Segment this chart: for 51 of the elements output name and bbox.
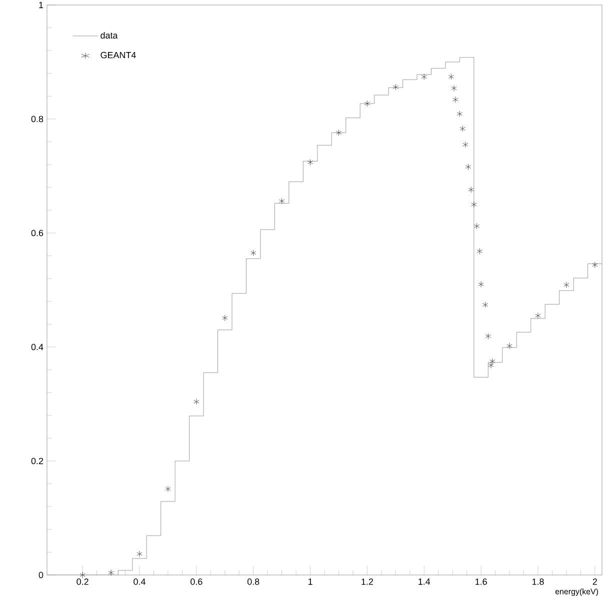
point bbox=[108, 570, 114, 576]
x-tick-label: 2 bbox=[592, 578, 597, 585]
point bbox=[80, 572, 86, 578]
point bbox=[592, 262, 598, 268]
point bbox=[564, 282, 570, 288]
x-tick-label: 0.6 bbox=[190, 578, 202, 585]
point bbox=[478, 281, 484, 288]
y-tick-label: 0.8 bbox=[31, 116, 44, 122]
point bbox=[448, 74, 454, 80]
point bbox=[222, 314, 228, 322]
point bbox=[462, 141, 468, 148]
x-tick-label: 1.2 bbox=[362, 578, 373, 585]
point bbox=[165, 486, 171, 492]
x-tick-label: 0.4 bbox=[134, 578, 146, 585]
point bbox=[421, 74, 427, 80]
y-tick-label: 1 bbox=[39, 2, 44, 8]
point bbox=[451, 85, 457, 92]
point bbox=[488, 362, 494, 368]
point bbox=[392, 84, 398, 90]
y-tick-label: 0 bbox=[38, 572, 44, 578]
x-tick-label: 1.8 bbox=[532, 578, 544, 585]
point bbox=[452, 96, 458, 103]
point bbox=[194, 398, 200, 405]
point bbox=[471, 201, 477, 208]
point bbox=[336, 129, 342, 136]
x-tick-label: 1.4 bbox=[418, 578, 430, 585]
legend-label: GEANT4 bbox=[100, 52, 136, 58]
y-tick-label: 0.4 bbox=[31, 344, 44, 350]
y-tick-label: 0.2 bbox=[31, 458, 44, 464]
point bbox=[482, 302, 488, 308]
point bbox=[468, 186, 474, 193]
y-tick-label: 0.6 bbox=[31, 230, 44, 236]
point bbox=[506, 342, 512, 350]
point bbox=[476, 248, 482, 254]
point bbox=[474, 222, 480, 230]
point bbox=[485, 332, 491, 340]
x-tick-label: 0.8 bbox=[247, 578, 260, 585]
point bbox=[279, 198, 285, 204]
x-tick-label: 1.6 bbox=[476, 578, 487, 585]
point bbox=[535, 312, 541, 319]
point bbox=[460, 125, 466, 132]
x-tick-label: 1 bbox=[308, 578, 312, 585]
point bbox=[136, 550, 142, 558]
point bbox=[456, 110, 462, 118]
point bbox=[490, 358, 496, 364]
point bbox=[307, 159, 314, 166]
x-tick-label: 0.2 bbox=[76, 578, 88, 585]
legend-label: data bbox=[100, 32, 118, 39]
point bbox=[465, 164, 472, 170]
point bbox=[250, 250, 256, 256]
point bbox=[364, 100, 370, 107]
